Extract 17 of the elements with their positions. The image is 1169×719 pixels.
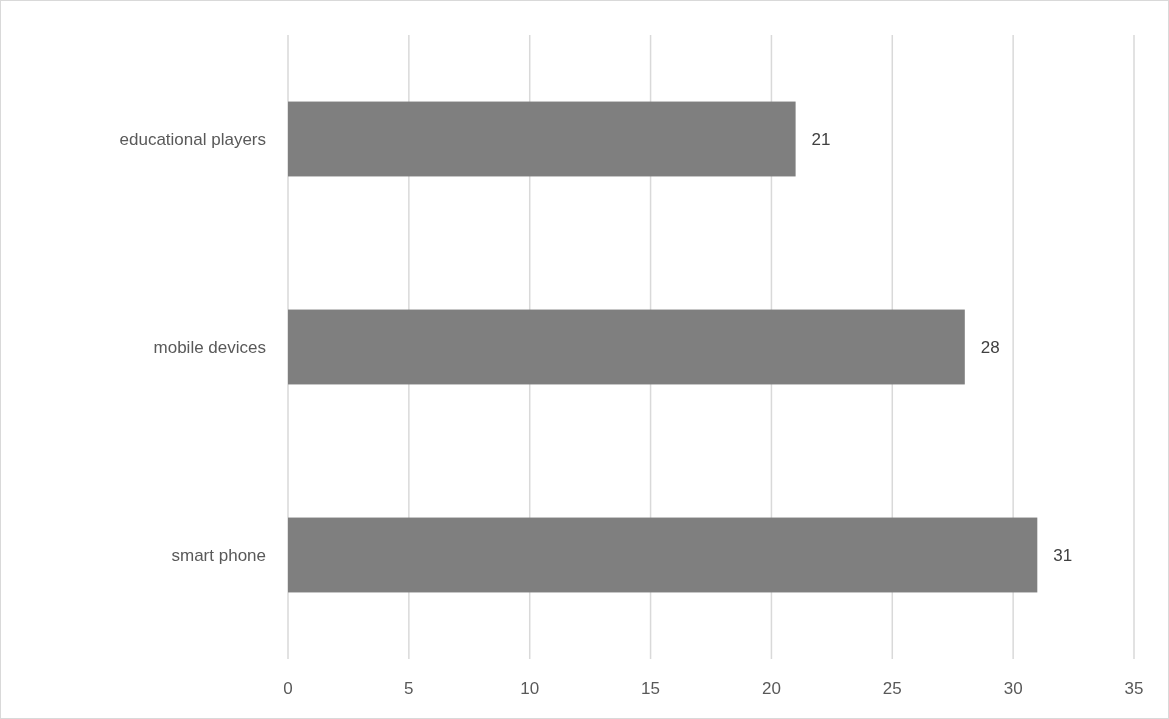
x-tick-label: 5 xyxy=(404,679,414,698)
y-tick-label: smart phone xyxy=(171,545,266,565)
x-tick-label: 10 xyxy=(520,679,540,698)
y-tick-label: mobile devices xyxy=(153,337,266,357)
x-tick-label: 35 xyxy=(1124,679,1144,698)
x-tick-label: 0 xyxy=(283,679,293,698)
bar xyxy=(288,309,965,385)
data-label: 21 xyxy=(811,129,831,149)
bar xyxy=(288,101,796,177)
x-tick-label: 20 xyxy=(761,679,781,698)
x-tick-label: 25 xyxy=(882,679,902,698)
bar xyxy=(288,517,1038,593)
x-tick-label: 30 xyxy=(1003,679,1023,698)
data-label: 31 xyxy=(1053,545,1073,565)
data-label: 28 xyxy=(980,337,1000,357)
y-tick-label: educational players xyxy=(119,129,266,149)
x-tick-label: 15 xyxy=(641,679,661,698)
